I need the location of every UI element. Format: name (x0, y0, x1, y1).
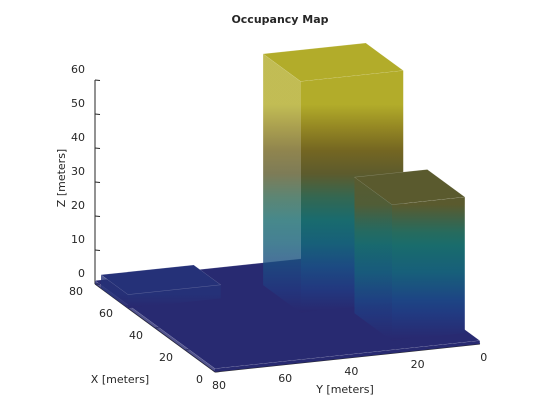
chart-title: Occupancy Map (231, 13, 328, 26)
x-tick-label: 20 (159, 351, 173, 364)
block-face (215, 340, 480, 372)
y-tick-label: 80 (212, 379, 226, 392)
occupied-block (100, 264, 222, 309)
z-tick (94, 215, 101, 217)
z-tick-label: 30 (71, 165, 85, 178)
x-tick (214, 371, 221, 373)
z-tick (94, 113, 101, 115)
block-face (101, 274, 128, 309)
z-tick-label: 40 (71, 131, 85, 144)
x-tick-label: 0 (196, 373, 203, 386)
block-face (263, 53, 301, 313)
block-face (354, 177, 392, 341)
block-face (391, 197, 465, 341)
y-tick-label: 20 (411, 358, 425, 371)
z-tick-label: 10 (71, 233, 85, 246)
x-tick-label: 60 (99, 307, 113, 320)
z-tick (94, 181, 101, 183)
z-tick (94, 79, 101, 81)
z-tick-label: 60 (71, 63, 85, 76)
y-tick-label: 0 (480, 351, 487, 364)
z-tick (94, 249, 101, 251)
z-tick-label: 0 (78, 267, 85, 280)
y-tick-label: 60 (278, 372, 292, 385)
block-top (100, 264, 222, 295)
y-tick-label: 40 (344, 365, 358, 378)
y-axis-label: Y [meters] (315, 383, 374, 396)
z-axis-label: Z [meters] (55, 149, 68, 207)
x-tick-label: 80 (69, 285, 83, 298)
block-face (128, 284, 221, 309)
block-top (353, 169, 466, 205)
x-axis-label: X [meters] (91, 373, 149, 386)
z-tick (94, 147, 101, 149)
block-top (262, 42, 404, 82)
z-tick-label: 50 (71, 97, 85, 110)
occupied-block (353, 169, 466, 341)
z-tick-label: 20 (71, 199, 85, 212)
x-tick-label: 40 (129, 329, 143, 342)
